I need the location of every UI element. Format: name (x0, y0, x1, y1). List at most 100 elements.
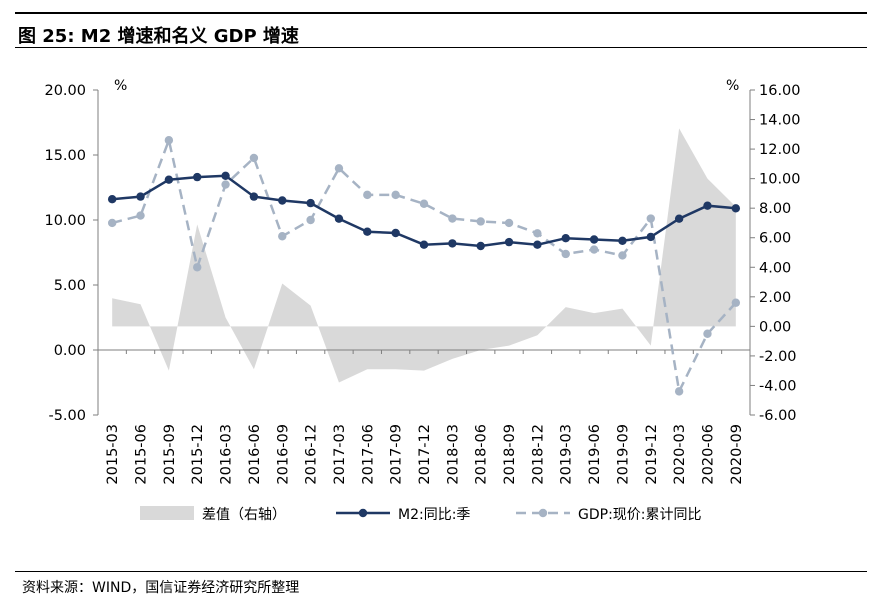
right-tick-label: 16.00 (759, 83, 801, 99)
m2-point (278, 196, 287, 205)
gdp-point (504, 218, 514, 228)
x-tick-label: 2017-12 (417, 424, 433, 485)
right-tick-label: 8.00 (759, 201, 791, 217)
m2-point (674, 214, 684, 223)
left-tick-label: 5.00 (54, 278, 86, 294)
right-tick-label: 0.00 (759, 319, 791, 335)
gdp-point (731, 298, 741, 307)
title-rule (15, 47, 867, 48)
m2-line (112, 174, 736, 248)
gdp-point (278, 232, 287, 241)
x-tick-label: 2018-12 (530, 424, 546, 485)
x-tick-label: 2019-06 (587, 424, 603, 485)
gdp-point (674, 387, 684, 396)
x-tick-label: 2020-09 (729, 424, 745, 485)
gdp-point (391, 190, 400, 200)
legend-marker-gdp (538, 508, 548, 518)
legend-marker-m2 (358, 508, 368, 518)
m2-point (164, 175, 174, 184)
labels-layer: 20.00 15.00 10.00 5.00 0.00 -5.00 16.00 14.00 12… (44, 78, 800, 485)
x-tick-label: 2020-03 (672, 424, 688, 485)
gdp-point (419, 199, 429, 208)
figure-title: 图 25: M2 增速和名义 GDP 增速 (18, 26, 299, 47)
m2-point (193, 172, 202, 182)
m2-point (703, 201, 712, 210)
m2-point (306, 198, 315, 208)
m2-point (249, 192, 259, 201)
axes-layer (93, 89, 755, 416)
m2-point (448, 239, 457, 248)
x-tick-label: 2019-09 (615, 424, 631, 485)
lines-layer (107, 135, 741, 396)
x-tick-label: 2020-06 (700, 424, 716, 485)
x-tick-label: 2017-06 (360, 424, 376, 485)
top-rule (15, 12, 867, 14)
source-rule (15, 571, 867, 572)
x-tick-label: 2016-12 (304, 424, 320, 485)
gdp-point (306, 215, 315, 225)
m2-point (561, 234, 570, 243)
m2-point (221, 171, 230, 180)
gdp-point (334, 164, 344, 173)
m2-point (504, 237, 514, 247)
left-tick-label: 0.00 (54, 343, 86, 359)
x-tick-label: 2015-03 (105, 424, 121, 485)
m2-point (334, 214, 344, 223)
x-tick-label: 2017-09 (389, 424, 405, 485)
left-tick-label: 15.00 (44, 148, 86, 164)
left-tick-label: 20.00 (44, 83, 86, 99)
m2-point (476, 241, 485, 251)
x-tick-label: 2016-06 (247, 424, 263, 485)
legend: 差值（右轴） M2:同比:季 GDP:现价:累计同比 (140, 506, 702, 523)
gdp-point (476, 217, 485, 226)
x-tick-label: 2018-09 (502, 424, 518, 485)
gdp-point (703, 329, 712, 338)
gdp-point (193, 263, 202, 272)
x-tick-label: 2017-03 (332, 424, 348, 485)
m2-point (419, 240, 429, 249)
right-tick-label: -4.00 (759, 378, 797, 394)
m2-point (533, 240, 542, 249)
legend-label-m2: M2:同比:季 (398, 507, 470, 523)
right-tick-label: 10.00 (759, 172, 801, 188)
gdp-point (448, 214, 457, 223)
left-tick-label: 10.00 (44, 213, 86, 229)
m2-point (363, 227, 372, 236)
right-tick-label: 6.00 (759, 231, 791, 247)
m2-point (136, 192, 145, 201)
m2-point (646, 232, 655, 242)
x-tick-label: 2019-03 (559, 424, 575, 485)
x-tick-label: 2016-09 (275, 424, 291, 485)
x-tick-label: 2016-03 (219, 424, 235, 485)
m2-point (731, 204, 741, 213)
right-tick-label: -2.00 (759, 349, 797, 365)
right-tick-label: 12.00 (759, 142, 801, 158)
gdp-point (533, 229, 542, 238)
right-tick-label: 14.00 (759, 113, 801, 129)
left-tick-label: -5.00 (48, 408, 86, 424)
gdp-point (646, 214, 655, 223)
left-axis-unit: % (114, 78, 127, 94)
right-tick-label: 2.00 (759, 290, 791, 306)
gdp-point (249, 153, 259, 163)
legend-label-difference: 差值（右轴） (202, 507, 286, 523)
gdp-point (164, 136, 174, 145)
gdp-point (363, 190, 372, 200)
m2-point (589, 235, 599, 244)
source-note: 资料来源：WIND，国信证券经济研究所整理 (22, 580, 300, 596)
gdp-line (111, 135, 737, 396)
x-tick-label: 2015-12 (190, 424, 206, 485)
m2-point (618, 236, 627, 245)
gdp-point (561, 249, 570, 259)
m2-point (391, 228, 400, 238)
x-tick-label: 2018-06 (474, 424, 490, 485)
chart-svg: 20.00 15.00 10.00 5.00 0.00 -5.00 16.00 14.00 12… (44, 78, 800, 523)
x-tick-label: 2015-09 (162, 424, 178, 485)
legend-swatch-difference (140, 506, 194, 520)
m2-point (107, 195, 117, 204)
area-series-difference (112, 128, 736, 383)
gdp-point (618, 251, 627, 260)
area-layer (112, 128, 736, 383)
gdp-point (589, 245, 599, 254)
gdp-point (221, 180, 230, 189)
